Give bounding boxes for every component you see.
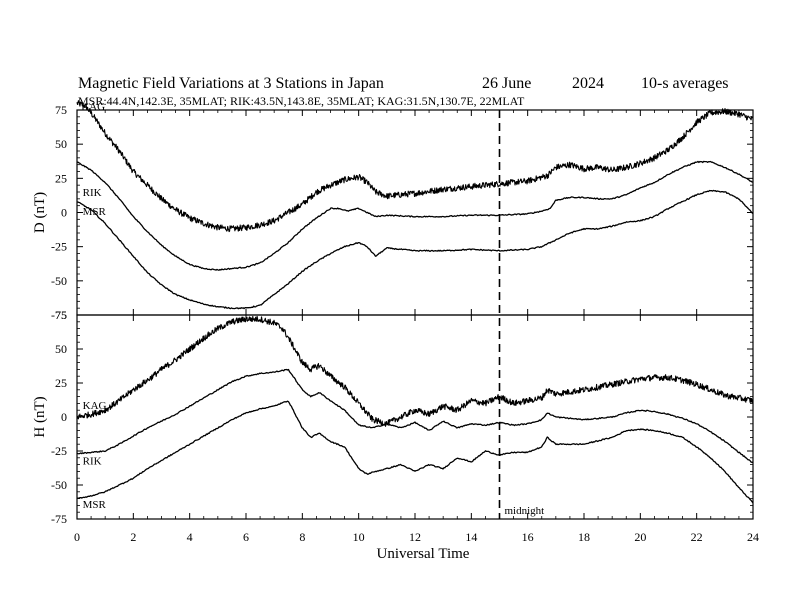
station-label-rik: RIK	[83, 456, 102, 468]
y-tick-label: 25	[55, 171, 67, 185]
y-tick-label: 25	[55, 376, 67, 390]
station-label-kag: KAG	[81, 101, 105, 113]
y-tick-label: 0	[61, 206, 67, 220]
series-line-h-msr	[77, 400, 754, 504]
chart-title: Magnetic Field Variations at 3 Stations …	[78, 75, 729, 108]
x-tick-label: 18	[578, 530, 590, 544]
x-tick-label: 6	[243, 530, 249, 544]
y-tick-label: -50	[51, 274, 67, 288]
y-tick-label: 75	[55, 308, 67, 322]
x-tick-label: 2	[130, 530, 136, 544]
y-tick-label: -50	[51, 478, 67, 492]
midnight-label: midnight	[505, 505, 545, 517]
title-main: Magnetic Field Variations at 3 Stations …	[78, 75, 384, 92]
y-tick-label: -25	[51, 444, 67, 458]
x-tick-label: 24	[747, 530, 759, 544]
x-tick-label: 0	[74, 530, 80, 544]
y-tick-label: 50	[55, 342, 67, 356]
station-label-kag: KAG	[83, 400, 107, 412]
y-tick-label: 0	[61, 410, 67, 424]
station-label-rik: RIK	[83, 187, 102, 199]
panel-frame	[76, 314, 754, 520]
y-axis-title-h: H (nT)	[32, 396, 48, 437]
x-tick-label: 14	[465, 530, 477, 544]
station-coordinates-subtitle: MSR:44.4N,142.3E, 35MLAT; RIK:43.5N,143.…	[78, 94, 525, 108]
x-axis-title: Universal Time	[377, 546, 470, 562]
x-tick-label: 20	[634, 530, 646, 544]
y-tick-label: -75	[51, 512, 67, 526]
series-line-d-rik	[77, 160, 753, 271]
x-tick-label: 8	[299, 530, 305, 544]
x-tick-label: 4	[187, 530, 193, 544]
x-tick-label: 22	[691, 530, 703, 544]
x-tick-label: 16	[522, 530, 534, 544]
x-axis-ticks: 0 2 4 6 8 10 12 14 16 18 20 22 24	[74, 110, 759, 544]
title-date: 26 June	[482, 75, 531, 92]
x-tick-label: 12	[409, 530, 421, 544]
d-component-panel: -75 -50 -25 0 25 50 75 D (nT) KAG RIK MSR	[32, 100, 754, 322]
y-tick-label: 50	[55, 137, 67, 151]
series-line-d-msr	[76, 189, 754, 310]
title-year: 2024	[572, 75, 604, 92]
station-label-msr: MSR	[83, 499, 107, 511]
y-axis-title-d: D (nT)	[32, 192, 48, 233]
y-tick-label: -25	[51, 240, 67, 254]
title-averaging: 10-s averages	[641, 75, 729, 92]
y-tick-label: 75	[55, 103, 67, 117]
x-tick-label: 10	[353, 530, 365, 544]
series-line-h-kag	[76, 315, 754, 427]
h-component-panel: -75 -50 -25 0 25 50 75 H (nT) KAG RIK MSR	[32, 308, 754, 526]
series-line-d-kag	[76, 100, 754, 233]
series-line-h-rik	[76, 368, 754, 464]
y-tick-label: -75	[51, 308, 67, 322]
station-label-msr: MSR	[83, 206, 107, 218]
